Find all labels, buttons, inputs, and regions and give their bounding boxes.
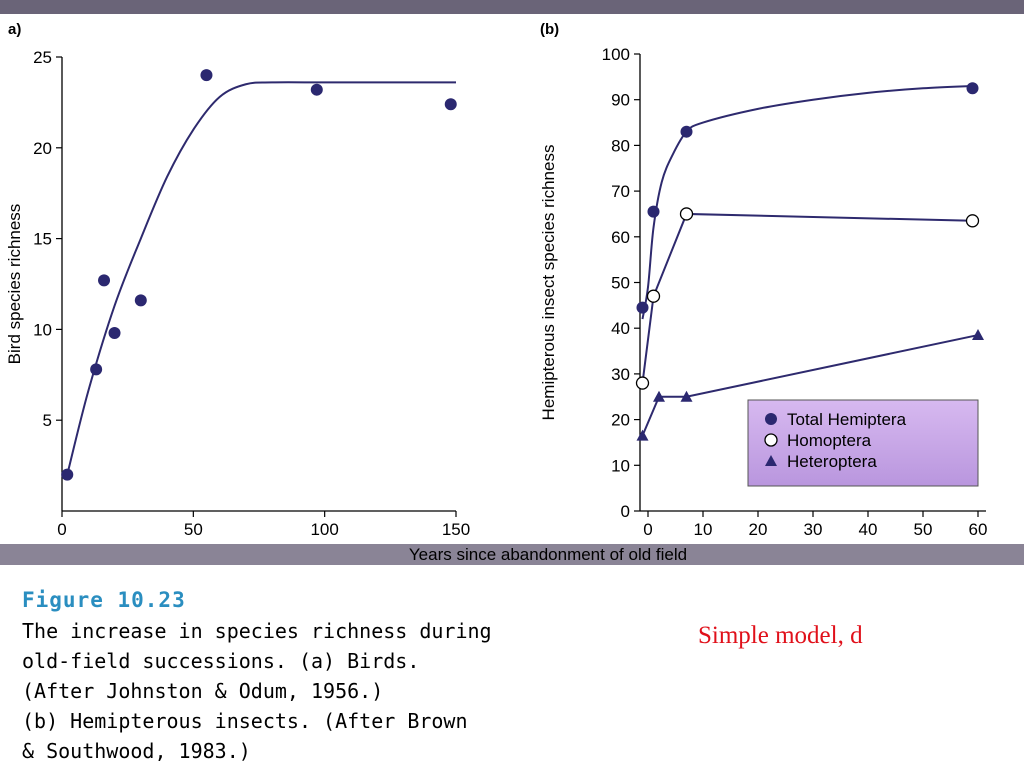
panel-b-series-total-hemiptera-point <box>636 301 649 314</box>
panel-a-y-tick-label: 15 <box>33 230 52 249</box>
panel-a-y-tick-label: 5 <box>43 411 52 430</box>
panel-a-data-point <box>90 363 103 376</box>
panel-b-series-homoptera-point <box>646 289 661 303</box>
panel-b-series-total-hemiptera-line <box>641 84 973 320</box>
caption-line-3: (After Johnston & Odum, 1956.) <box>22 679 384 703</box>
panel-b-y-tick-label: 20 <box>611 411 630 430</box>
panel-b-series-heteroptera-line <box>641 334 979 436</box>
panel-b-legend-label: Heteroptera <box>787 452 877 471</box>
panel-a-x-tick-label: 0 <box>57 520 66 539</box>
panel-b-series-heteroptera-point <box>972 329 984 341</box>
panel-b-legend-label: Total Hemiptera <box>787 410 907 429</box>
panel-b-label: (b) <box>540 21 559 38</box>
panel-b-x-tick-label: 60 <box>969 520 988 539</box>
panel-b-series-heteroptera-point <box>680 390 693 402</box>
panel-b-series-heteroptera-point <box>653 390 665 402</box>
panel-b-y-tick-label: 30 <box>611 365 630 384</box>
panel-a-data-point <box>444 98 457 111</box>
caption-line-1: The increase in species richness during <box>22 619 492 643</box>
panel-b-legend-marker <box>765 455 777 466</box>
panel-b-legend-marker <box>765 413 777 425</box>
panel-a: a) 5 10 15 20 25 0 50 100 150 Bird species richnes… <box>5 21 470 539</box>
panel-b-x-tick-label: 30 <box>804 520 823 539</box>
panel-a-y-tick-label: 25 <box>33 48 52 67</box>
caption-line-2: old-field successions. (a) Birds. <box>22 649 420 673</box>
panel-b-x-tick-label: 0 <box>643 520 652 539</box>
panel-b-series-heteroptera-point <box>636 429 649 441</box>
panel-b-y-tick-label: 10 <box>611 456 630 475</box>
figure-scan: a) 5 10 15 20 25 0 50 100 150 Bird species richnes… <box>0 0 1024 565</box>
panel-b-y-tick-label: 0 <box>621 502 630 521</box>
panel-a-data-point <box>200 69 213 82</box>
panel-a-y-tick-label: 20 <box>33 139 52 158</box>
caption-line-4: (b) Hemipterous insects. (After Brown <box>22 709 468 733</box>
panel-a-data-point <box>108 327 121 340</box>
panel-b-y-tick-label: 90 <box>611 91 630 110</box>
figure-number: Figure 10.23 <box>22 588 186 612</box>
panel-a-x-tick-label: 100 <box>310 520 338 539</box>
shared-x-axis-label: Years since abandonment of old field <box>409 545 687 564</box>
figure-caption: Figure 10.23 The increase in species ric… <box>22 588 662 766</box>
panel-b-x-tick-label: 10 <box>694 520 713 539</box>
panel-b-legend-box <box>747 399 979 487</box>
panel-b-x-tick-label: 20 <box>749 520 768 539</box>
panel-b-series-homoptera-point <box>679 207 694 221</box>
panel-b-y-tick-label: 70 <box>611 182 630 201</box>
slide-note: Simple model, d <box>698 622 863 649</box>
panel-b-series-homoptera-point <box>965 214 980 228</box>
panel-b-y-tick-label: 50 <box>611 274 630 293</box>
panel-a-data-point <box>98 274 111 287</box>
panel-a-x-tick-label: 150 <box>442 520 470 539</box>
panel-a-y-axis-label: Bird species richness <box>5 204 24 365</box>
panel-b-y-tick-label: 40 <box>611 319 630 338</box>
panel-a-data-point <box>134 294 147 307</box>
panel-b-legend-label: Homoptera <box>787 431 872 450</box>
panel-b-series-total-hemiptera-point <box>966 82 979 95</box>
panel-b-series-total-hemiptera-point <box>647 205 660 218</box>
panel-b-y-tick-label: 80 <box>611 136 630 155</box>
panel-a-x-tick-label: 50 <box>184 520 203 539</box>
panel-b-x-tick-label: 40 <box>859 520 878 539</box>
panel-a-fit-curve <box>66 81 456 475</box>
panel-b: (b) 0 10 20 30 40 50 60 70 80 90 100 0 10 20 30 40 50 60 He… <box>539 21 987 539</box>
panel-a-data-point <box>310 83 323 96</box>
panel-b-series-total-hemiptera-point <box>680 125 693 138</box>
panel-a-label: a) <box>8 21 21 38</box>
scan-top-edge <box>0 0 1024 14</box>
panel-b-y-tick-label: 100 <box>602 45 630 64</box>
panel-b-y-axis-label: Hemipterous insect species richness <box>539 145 558 421</box>
panel-b-legend-marker <box>764 433 778 447</box>
panel-a-paper <box>0 14 505 544</box>
panel-a-y-tick-label: 10 <box>33 320 52 339</box>
panel-b-y-tick-label: 60 <box>611 228 630 247</box>
panel-b-series-homoptera-point <box>635 376 650 390</box>
caption-line-5: & Southwood, 1983.) <box>22 739 251 763</box>
panel-a-data-point <box>61 468 74 481</box>
panel-b-x-tick-label: 50 <box>914 520 933 539</box>
panel-b-series-homoptera-line <box>641 212 973 384</box>
